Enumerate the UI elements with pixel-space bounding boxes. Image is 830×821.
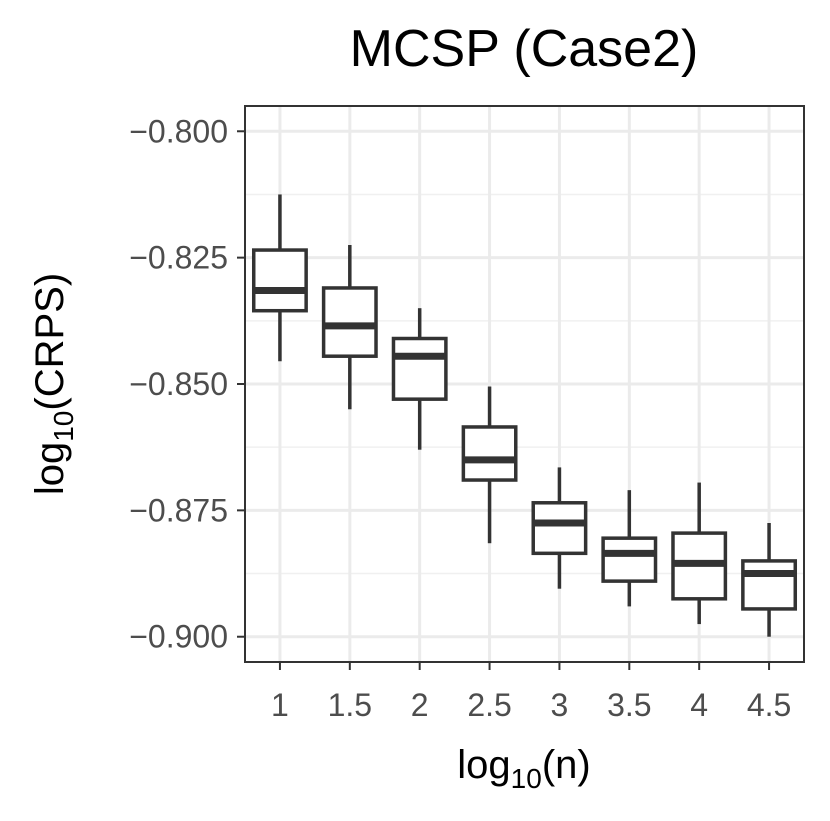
x-axis-title-base: log bbox=[457, 743, 510, 787]
box-3.5 bbox=[601, 490, 658, 607]
x-tick-label: 3.5 bbox=[607, 687, 651, 723]
x-tick-label: 3 bbox=[551, 687, 569, 723]
box-body bbox=[321, 286, 378, 358]
y-axis-title-subscript: 10 bbox=[48, 411, 79, 442]
y-tick-label: −0.825 bbox=[129, 240, 228, 276]
box-body bbox=[251, 248, 308, 313]
box-body bbox=[461, 425, 518, 482]
y-tick-label: −0.900 bbox=[129, 619, 228, 655]
box-2 bbox=[391, 308, 448, 450]
box-4.5 bbox=[741, 523, 798, 637]
x-tick-label: 2 bbox=[411, 687, 429, 723]
y-tick-label: −0.800 bbox=[129, 113, 228, 149]
chart-title: MCSP (Case2) bbox=[350, 20, 699, 78]
box-1 bbox=[251, 194, 308, 362]
y-axis-title-base: log bbox=[28, 442, 72, 495]
box-2.5 bbox=[461, 386, 518, 544]
box-body bbox=[531, 501, 588, 556]
x-tick-label: 4 bbox=[690, 687, 708, 723]
box-body bbox=[741, 559, 798, 611]
y-axis: −0.800 −0.825 −0.850 −0.875 −0.900 bbox=[129, 113, 245, 655]
x-tick-label: 2.5 bbox=[467, 687, 511, 723]
x-tick-label: 1.5 bbox=[328, 687, 372, 723]
y-tick-label: −0.875 bbox=[129, 492, 228, 528]
box-body bbox=[391, 336, 448, 401]
box-series bbox=[251, 194, 798, 637]
box-4 bbox=[671, 482, 728, 625]
x-axis: 1 1.5 2 2.5 3 3.5 4 4.5 bbox=[271, 662, 791, 723]
x-axis-title-rest: (n) bbox=[542, 743, 591, 787]
x-tick-label: 4.5 bbox=[747, 687, 791, 723]
x-axis-title: log10(n) bbox=[457, 743, 590, 794]
y-tick-label: −0.850 bbox=[129, 366, 228, 402]
box-1.5 bbox=[321, 245, 378, 410]
x-tick-label: 1 bbox=[271, 687, 289, 723]
x-axis-title-subscript: 10 bbox=[511, 763, 542, 794]
box-3 bbox=[531, 467, 588, 589]
box-body bbox=[601, 536, 658, 583]
y-axis-title-rest: (CRPS) bbox=[28, 273, 72, 411]
y-axis-title: log10(CRPS) bbox=[28, 273, 79, 495]
